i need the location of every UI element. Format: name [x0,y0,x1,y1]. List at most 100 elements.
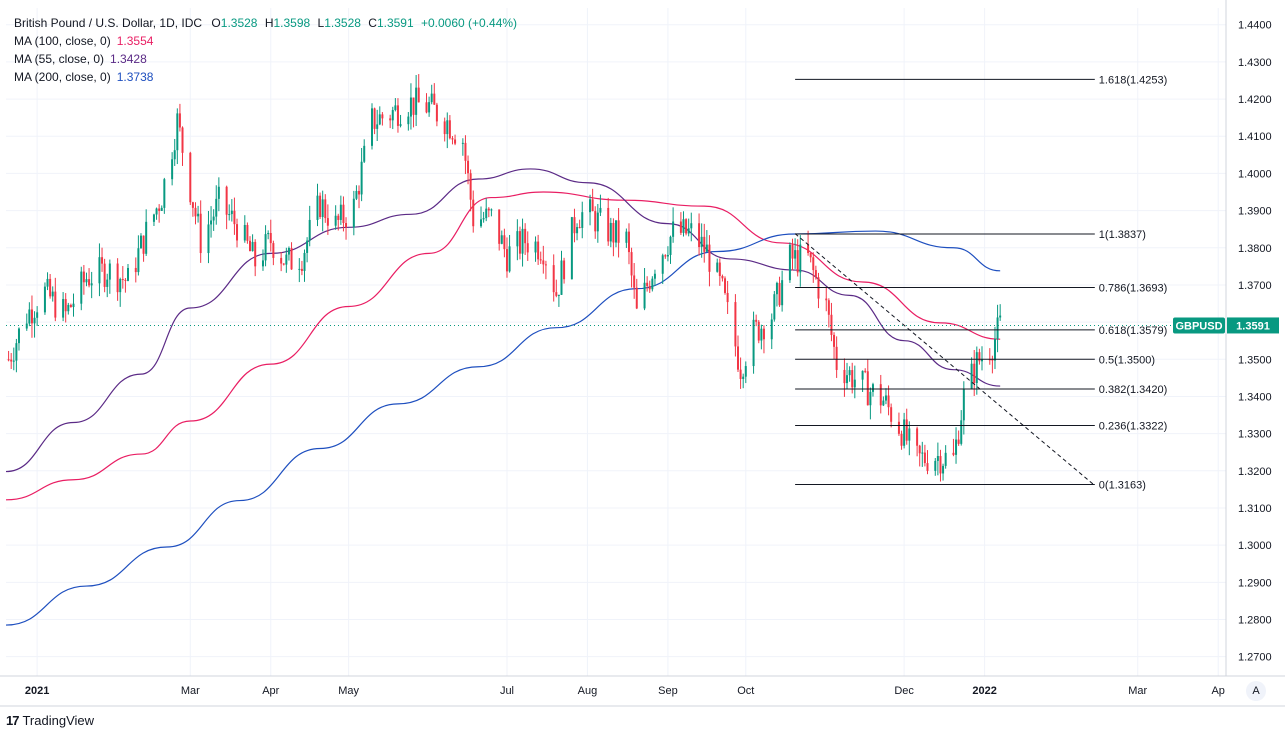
candle-body [544,264,547,266]
candle-body [103,263,106,287]
candle-body [17,328,20,344]
candle-body [98,257,101,284]
candle-body [298,268,301,270]
candle-body [599,207,602,213]
legend-ma55-row[interactable]: MA (55, close, 0) 1.3428 [14,50,517,68]
auto-scale-button[interactable]: A [1246,681,1266,701]
candle-body [142,235,145,254]
ma200-value: 1.3738 [116,70,154,84]
candle-body [625,231,628,243]
candle-body [807,244,810,254]
candle-body [791,244,794,259]
y-tick-label: 1.4400 [1238,20,1272,32]
legend-ma200-row[interactable]: MA (200, close, 0) 1.3738 [14,68,517,86]
candle-body [576,227,579,234]
candle-body [591,199,594,212]
candle-body [578,227,581,229]
candle-body [49,278,52,297]
candle-body [285,254,288,265]
ma55-label: MA (55, close, 0) [14,52,105,66]
symbol-tag-label: GBPUSD [1175,320,1222,332]
candle-body [542,260,545,265]
high-label: H [264,16,274,30]
candle-body [487,208,490,211]
candle-body [428,102,431,113]
candle-body [194,207,197,217]
candle-body [119,279,122,293]
legend-ma100-row[interactable]: MA (100, close, 0) 1.3554 [14,32,517,50]
candle-body [612,222,615,243]
candle-body [54,291,57,318]
candle-body [851,370,854,388]
fib-level-label: 0.618(1.3579) [1099,325,1168,337]
symbol-title[interactable]: British Pound / U.S. Dollar, 1D, IDC [14,16,203,30]
candle-body [900,433,903,446]
candle-body [137,248,140,273]
candle-body [734,302,737,347]
y-tick-label: 1.2900 [1238,577,1272,589]
candle-body [443,121,446,135]
dashed-trendline[interactable] [794,233,1094,485]
candle-body [993,338,996,361]
candle-body [539,259,542,261]
candle-body [116,263,119,293]
candle-body [890,407,893,422]
candle-body [916,428,919,446]
candle-body [978,352,981,362]
x-tick-label: 2021 [25,685,49,697]
candle-body [261,260,264,267]
candle-body [661,255,664,274]
candle-body [251,241,254,252]
candle-body [905,419,908,441]
candle-body [300,268,303,271]
candle-body [448,120,451,139]
candle-body [12,360,15,362]
tradingview-branding[interactable]: 17 TradingView [6,713,94,728]
candle-body [217,186,220,199]
candle-body [355,190,358,199]
candle-body [176,113,179,151]
fibonacci-levels[interactable]: 1.618(1.4253) 1(1.3837) 0.786(1.3693) 0.618… [795,74,1168,492]
candle-body [62,299,65,318]
candle-body [337,215,340,220]
x-tick-label: Sep [658,685,678,697]
candle-body [415,87,418,115]
candle-body [358,190,361,195]
y-tick-label: 1.2700 [1238,652,1272,664]
trendline[interactable] [794,233,1094,485]
candle-body [319,195,322,218]
candle-body [430,93,433,103]
candle-body [127,267,129,281]
candle-body [467,160,470,174]
x-tick-label: Ap [1211,685,1224,697]
candle-body [152,214,155,222]
ma-line [5,168,1001,473]
candle-body [687,228,690,234]
candle-body [210,220,213,225]
candle-body [664,255,667,257]
candle-body [243,224,246,241]
candle-body [596,212,599,232]
candle-body [197,213,200,217]
candle-body [669,236,672,255]
branding-text: TradingView [22,713,95,728]
candle-body [106,279,109,287]
candle-body [64,299,67,312]
candle-body [942,465,945,474]
candle-body [321,199,324,218]
candle-body [464,142,467,161]
candle-body [342,204,345,223]
ma200-label: MA (200, close, 0) [14,70,111,84]
fib-level-label: 1(1.3837) [1099,229,1146,241]
candle-body [396,105,399,126]
candle-body [108,263,111,280]
candle-body [921,452,924,454]
fib-level-label: 0.786(1.3693) [1099,283,1168,295]
candle-body [737,346,739,370]
candle-body [480,219,483,227]
candle-body [498,209,501,244]
candle-body [306,240,309,253]
candle-body [505,249,508,272]
candle-body [524,228,527,244]
